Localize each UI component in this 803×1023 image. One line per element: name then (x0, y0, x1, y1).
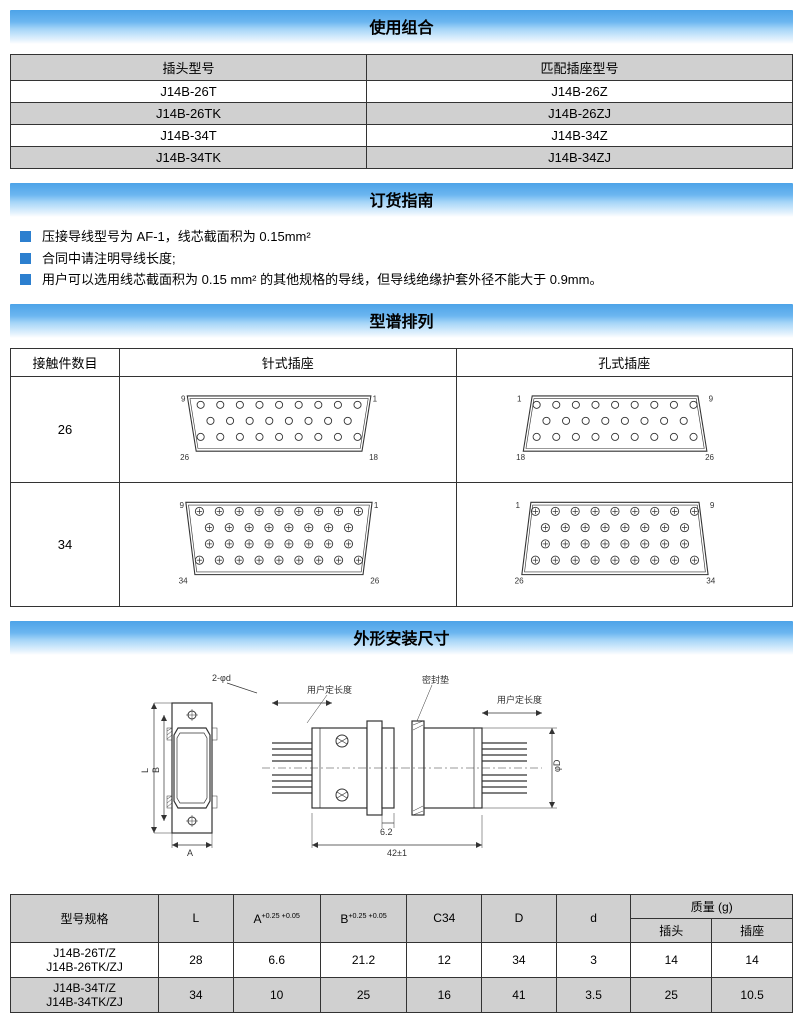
table-row: J14B-26TJ14B-26Z (11, 81, 793, 103)
cell-msock: 10.5 (712, 977, 793, 1012)
cell-plug: J14B-34T (11, 125, 367, 147)
dims-header-d: d (556, 894, 631, 942)
dims-header-D: D (482, 894, 557, 942)
spectrum-header-count: 接触件数目 (11, 348, 120, 376)
dims-header-mass: 质量 (g) (631, 894, 793, 918)
cell-pin-diagram: 9 1 26 18 (120, 376, 457, 482)
cell-socket: J14B-26ZJ (367, 103, 793, 125)
svg-text:26: 26 (705, 453, 714, 462)
svg-text:9: 9 (709, 394, 714, 403)
dims-header-spec: 型号规格 (11, 894, 159, 942)
table-row: 26 9 1 26 18 1 9 18 26 (11, 376, 793, 482)
spectrum-table: 接触件数目 针式插座 孔式插座 26 912618 191826 34 9134… (10, 348, 793, 607)
cell-plug: J14B-34TK (11, 147, 367, 169)
svg-text:34: 34 (707, 576, 717, 585)
cell-L: 34 (159, 977, 234, 1012)
usage-header-plug: 插头型号 (11, 55, 367, 81)
mechanical-drawing: 2-φd L B (10, 665, 793, 884)
list-item: 用户可以选用线芯截面积为 0.15 mm² 的其他规格的导线，但导线绝缘护套外径… (20, 270, 793, 290)
ordering-notes-list: 压接导线型号为 AF-1，线芯截面积为 0.15mm²合同中请注明导线长度;用户… (10, 227, 793, 290)
section-header-usage: 使用组合 (10, 10, 793, 44)
cell-L: 28 (159, 942, 234, 977)
cell-socket-diagram: 1 9 26 34 (456, 482, 793, 606)
dims-header-plug: 插头 (631, 918, 712, 942)
svg-text:1: 1 (374, 500, 379, 509)
svg-text:B: B (151, 766, 161, 772)
spectrum-header-pin: 针式插座 (120, 348, 457, 376)
svg-text:42±1: 42±1 (387, 848, 407, 858)
svg-text:26: 26 (180, 453, 189, 462)
cell-plug: J14B-26T (11, 81, 367, 103)
svg-text:9: 9 (181, 394, 186, 403)
svg-text:18: 18 (516, 453, 525, 462)
section-header-dimensions: 外形安装尺寸 (10, 621, 793, 655)
cell-spec: J14B-26T/ZJ14B-26TK/ZJ (11, 942, 159, 977)
cell-socket: J14B-34ZJ (367, 147, 793, 169)
svg-text:1: 1 (372, 394, 377, 403)
cell-mplug: 25 (631, 977, 712, 1012)
section-header-ordering: 订货指南 (10, 183, 793, 217)
cell-msock: 14 (712, 942, 793, 977)
svg-text:6.2: 6.2 (380, 827, 393, 837)
svg-text:1: 1 (517, 394, 522, 403)
usage-combination-table: 插头型号 匹配插座型号 J14B-26TJ14B-26ZJ14B-26TKJ14… (10, 54, 793, 169)
cell-count: 26 (11, 376, 120, 482)
cell-plug: J14B-26TK (11, 103, 367, 125)
label-2phid: 2-φd (212, 673, 231, 683)
svg-text:A: A (187, 848, 193, 858)
dims-header-B: B+0.25 +0.05 (320, 894, 407, 942)
dimensions-table: 型号规格 L A+0.25 +0.05 B+0.25 +0.05 C34 D d… (10, 894, 793, 1013)
table-row: J14B-34TJ14B-34Z (11, 125, 793, 147)
svg-text:26: 26 (515, 576, 525, 585)
usage-header-socket: 匹配插座型号 (367, 55, 793, 81)
svg-text:φD: φD (552, 759, 562, 772)
cell-d: 3 (556, 942, 631, 977)
table-row: J14B-26T/ZJ14B-26TK/ZJ 28 6.6 21.2 12 34… (11, 942, 793, 977)
dims-header-L: L (159, 894, 234, 942)
table-row: J14B-34TKJ14B-34ZJ (11, 147, 793, 169)
cell-socket: J14B-26Z (367, 81, 793, 103)
cell-C: 12 (407, 942, 482, 977)
dims-header-A: A+0.25 +0.05 (233, 894, 320, 942)
svg-text:26: 26 (370, 576, 380, 585)
cell-d: 3.5 (556, 977, 631, 1012)
cell-D: 41 (482, 977, 557, 1012)
cell-D: 34 (482, 942, 557, 977)
svg-text:密封垫: 密封垫 (422, 674, 449, 685)
table-row: J14B-26TKJ14B-26ZJ (11, 103, 793, 125)
cell-mplug: 14 (631, 942, 712, 977)
spectrum-header-socket: 孔式插座 (456, 348, 793, 376)
svg-text:9: 9 (179, 500, 184, 509)
svg-text:L: L (140, 767, 150, 772)
cell-B: 25 (320, 977, 407, 1012)
cell-B: 21.2 (320, 942, 407, 977)
svg-text:用户定长度: 用户定长度 (307, 684, 352, 695)
table-row: 34 9 1 34 26 1 9 26 34 (11, 482, 793, 606)
svg-text:1: 1 (516, 500, 521, 509)
dims-header-socket: 插座 (712, 918, 793, 942)
cell-A: 6.6 (233, 942, 320, 977)
cell-pin-diagram: 9 1 34 26 (120, 482, 457, 606)
cell-count: 34 (11, 482, 120, 606)
svg-text:用户定长度: 用户定长度 (497, 694, 542, 705)
table-row: J14B-34T/ZJ14B-34TK/ZJ 34 10 25 16 41 3.… (11, 977, 793, 1012)
cell-socket: J14B-34Z (367, 125, 793, 147)
cell-spec: J14B-34T/ZJ14B-34TK/ZJ (11, 977, 159, 1012)
svg-text:9: 9 (710, 500, 715, 509)
cell-socket-diagram: 1 9 18 26 (456, 376, 793, 482)
list-item: 合同中请注明导线长度; (20, 249, 793, 269)
svg-text:18: 18 (369, 453, 378, 462)
cell-A: 10 (233, 977, 320, 1012)
list-item: 压接导线型号为 AF-1，线芯截面积为 0.15mm² (20, 227, 793, 247)
svg-text:34: 34 (178, 576, 188, 585)
section-header-spectrum: 型谱排列 (10, 304, 793, 338)
cell-C: 16 (407, 977, 482, 1012)
dims-header-C: C34 (407, 894, 482, 942)
